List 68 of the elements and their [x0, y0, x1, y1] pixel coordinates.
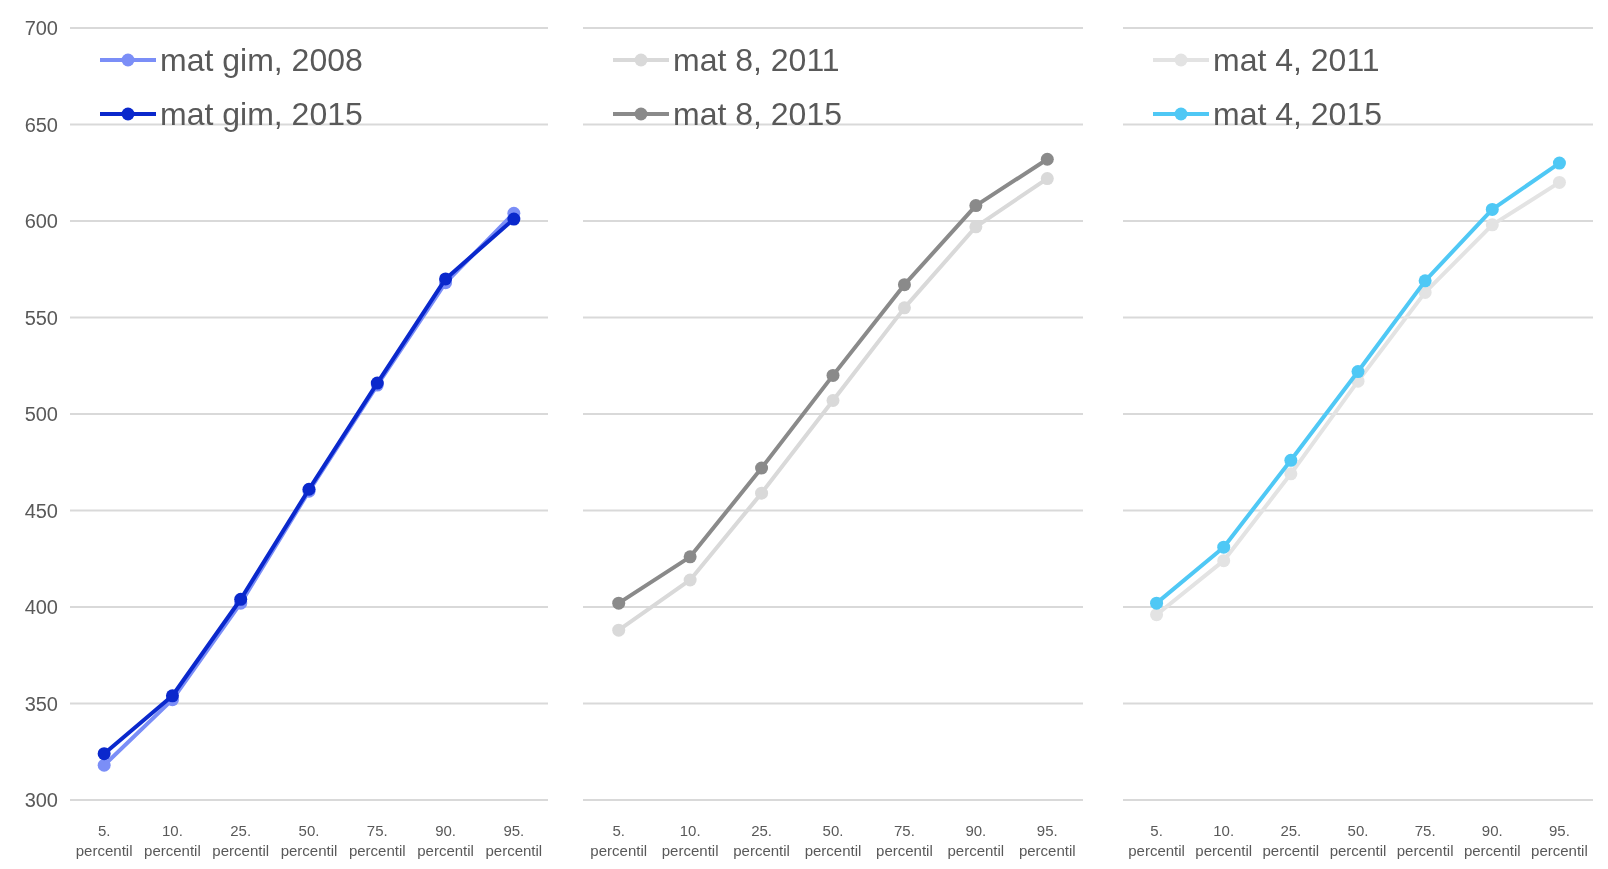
- x-tick-label: 25. percentil: [212, 822, 270, 860]
- x-tick-label: 5. percentil: [1128, 822, 1185, 860]
- legend-label: mat 8, 2015: [673, 96, 842, 133]
- point: [507, 212, 521, 226]
- y-tick-label: 550: [24, 306, 58, 329]
- point: [1418, 274, 1432, 288]
- x-tick-label: 50. percentil: [804, 822, 862, 860]
- x-tick-label: 90. percentil: [947, 822, 1005, 860]
- point: [1284, 467, 1298, 481]
- legend-label: mat gim, 2008: [160, 42, 363, 79]
- point: [612, 596, 626, 610]
- point: [1351, 365, 1365, 379]
- x-tick-label: 10. percentil: [1195, 822, 1253, 860]
- y-tick-label: 700: [24, 17, 58, 39]
- point: [1040, 152, 1054, 166]
- y-tick-label: 400: [24, 596, 58, 618]
- x-tick-label: 5. percentil: [75, 822, 133, 860]
- point: [439, 272, 453, 286]
- x-tick-label: 25. percentil: [733, 822, 790, 860]
- y-tick-label: 350: [24, 692, 58, 715]
- x-tick-label: 95. percentil: [485, 822, 543, 860]
- point: [969, 220, 983, 234]
- point: [612, 623, 626, 637]
- legend-label: mat gim, 2015: [160, 96, 363, 133]
- y-tick-label: 450: [24, 499, 58, 522]
- point: [1485, 202, 1499, 216]
- point: [969, 199, 983, 213]
- point: [683, 550, 697, 564]
- x-tick-label: 75. percentil: [876, 822, 933, 860]
- legend-label: mat 8, 2011: [673, 42, 840, 79]
- point: [1485, 218, 1499, 232]
- x-tick-label: 5. percentil: [590, 822, 648, 860]
- point: [826, 368, 840, 382]
- y-tick-label: 600: [24, 210, 58, 232]
- x-tick-label: 95. percentil: [1531, 822, 1588, 860]
- point: [755, 486, 769, 500]
- point: [897, 278, 911, 292]
- legend-label: mat 4, 2015: [1213, 96, 1382, 133]
- x-tick-label: 10. percentil: [661, 822, 719, 860]
- point: [683, 573, 697, 587]
- y-tick-label: 300: [24, 789, 58, 811]
- point: [1284, 453, 1298, 467]
- point: [1150, 608, 1164, 622]
- x-tick-label: 90. percentil: [1463, 822, 1521, 860]
- x-tick-label: 50. percentil: [1329, 822, 1387, 860]
- x-tick-label: 50. percentil: [280, 822, 338, 860]
- point: [1552, 156, 1566, 170]
- point: [897, 301, 911, 315]
- y-tick-label: 500: [24, 403, 58, 425]
- x-tick-label: 95. percentil: [1018, 822, 1076, 860]
- x-tick-label: 75. percentil: [1396, 822, 1454, 860]
- point: [1552, 175, 1566, 189]
- x-tick-label: 25. percentil: [1262, 822, 1320, 860]
- point: [826, 393, 840, 407]
- point: [1217, 554, 1231, 568]
- point: [1040, 172, 1054, 186]
- y-tick-label: 650: [24, 113, 58, 136]
- x-tick-label: 10. percentil: [144, 822, 201, 860]
- legend-label: mat 4, 2011: [1213, 42, 1380, 79]
- point: [755, 461, 769, 475]
- x-tick-label: 75. percentil: [348, 822, 406, 860]
- point: [97, 747, 111, 761]
- point: [165, 689, 179, 703]
- x-tick-label: 90. percentil: [417, 822, 474, 860]
- point: [1150, 596, 1164, 610]
- point: [1217, 540, 1231, 554]
- point: [97, 758, 111, 772]
- point: [234, 592, 248, 606]
